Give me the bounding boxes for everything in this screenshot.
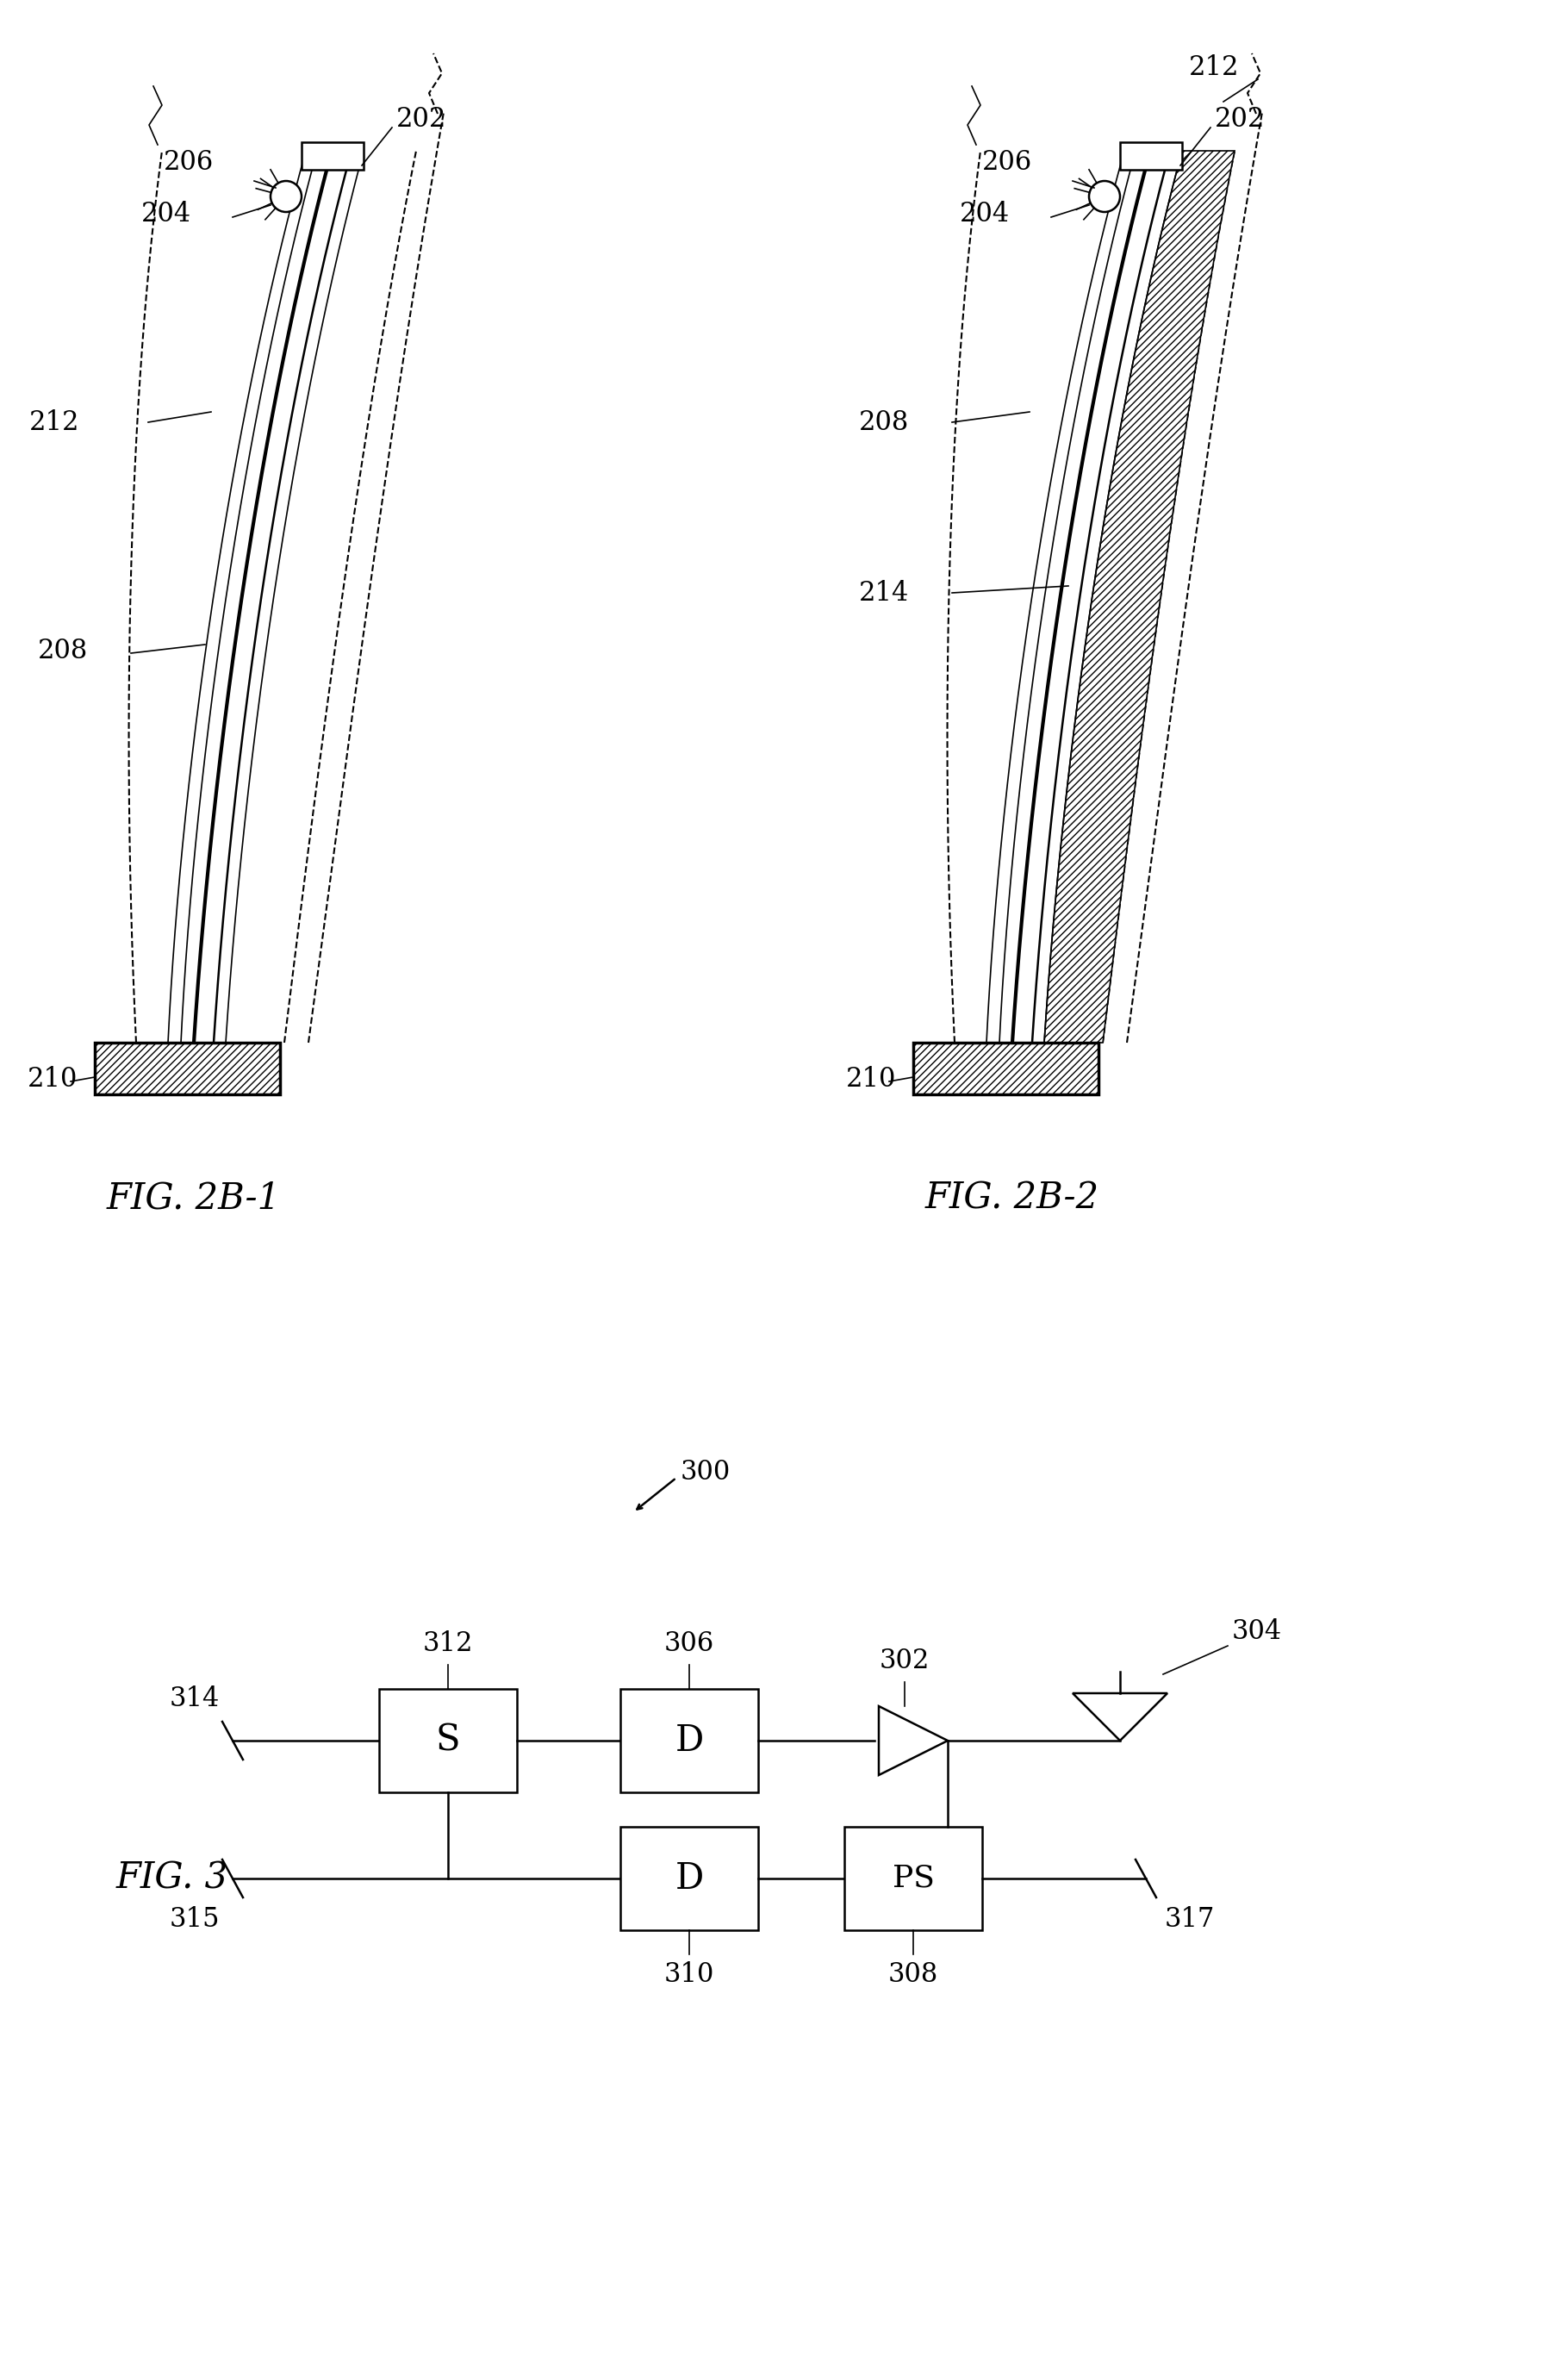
Text: FIG. 2B-2: FIG. 2B-2 <box>925 1180 1100 1216</box>
Bar <box>301 143 364 169</box>
Text: 304: 304 <box>1232 1618 1282 1645</box>
Text: D: D <box>675 1861 703 1897</box>
Text: 208: 208 <box>859 409 909 436</box>
Text: 314: 314 <box>170 1685 220 1714</box>
Text: 212: 212 <box>28 409 80 436</box>
Bar <box>620 1828 758 1930</box>
Text: 312: 312 <box>423 1630 473 1656</box>
Bar <box>845 1828 982 1930</box>
Text: 210: 210 <box>28 1066 78 1092</box>
Text: 202: 202 <box>397 105 447 133</box>
Text: FIG. 3: FIG. 3 <box>116 1861 228 1897</box>
Text: 208: 208 <box>37 638 87 664</box>
Text: 202: 202 <box>1215 105 1265 133</box>
Text: 204: 204 <box>141 200 191 226</box>
Bar <box>95 1042 280 1095</box>
Text: 310: 310 <box>664 1961 714 1987</box>
Bar <box>1120 143 1182 169</box>
Text: D: D <box>675 1723 703 1759</box>
Bar <box>620 1690 758 1792</box>
Bar <box>914 1042 1098 1095</box>
Text: 204: 204 <box>959 200 1009 226</box>
Text: PS: PS <box>892 1864 934 1892</box>
Text: FIG. 2B-1: FIG. 2B-1 <box>106 1180 281 1216</box>
Text: 214: 214 <box>859 578 909 607</box>
Circle shape <box>270 181 301 212</box>
Text: 317: 317 <box>1165 1906 1215 1933</box>
Circle shape <box>1089 181 1120 212</box>
Text: 300: 300 <box>681 1459 731 1485</box>
Text: S: S <box>436 1723 461 1759</box>
Text: 210: 210 <box>847 1066 897 1092</box>
Text: 206: 206 <box>982 148 1032 176</box>
Text: 206: 206 <box>164 148 214 176</box>
Text: 302: 302 <box>879 1647 929 1676</box>
Text: 212: 212 <box>1189 55 1239 81</box>
Text: 306: 306 <box>664 1630 714 1656</box>
Text: 315: 315 <box>169 1906 220 1933</box>
Bar <box>380 1690 517 1792</box>
Text: 308: 308 <box>889 1961 939 1987</box>
Polygon shape <box>1045 150 1234 1042</box>
